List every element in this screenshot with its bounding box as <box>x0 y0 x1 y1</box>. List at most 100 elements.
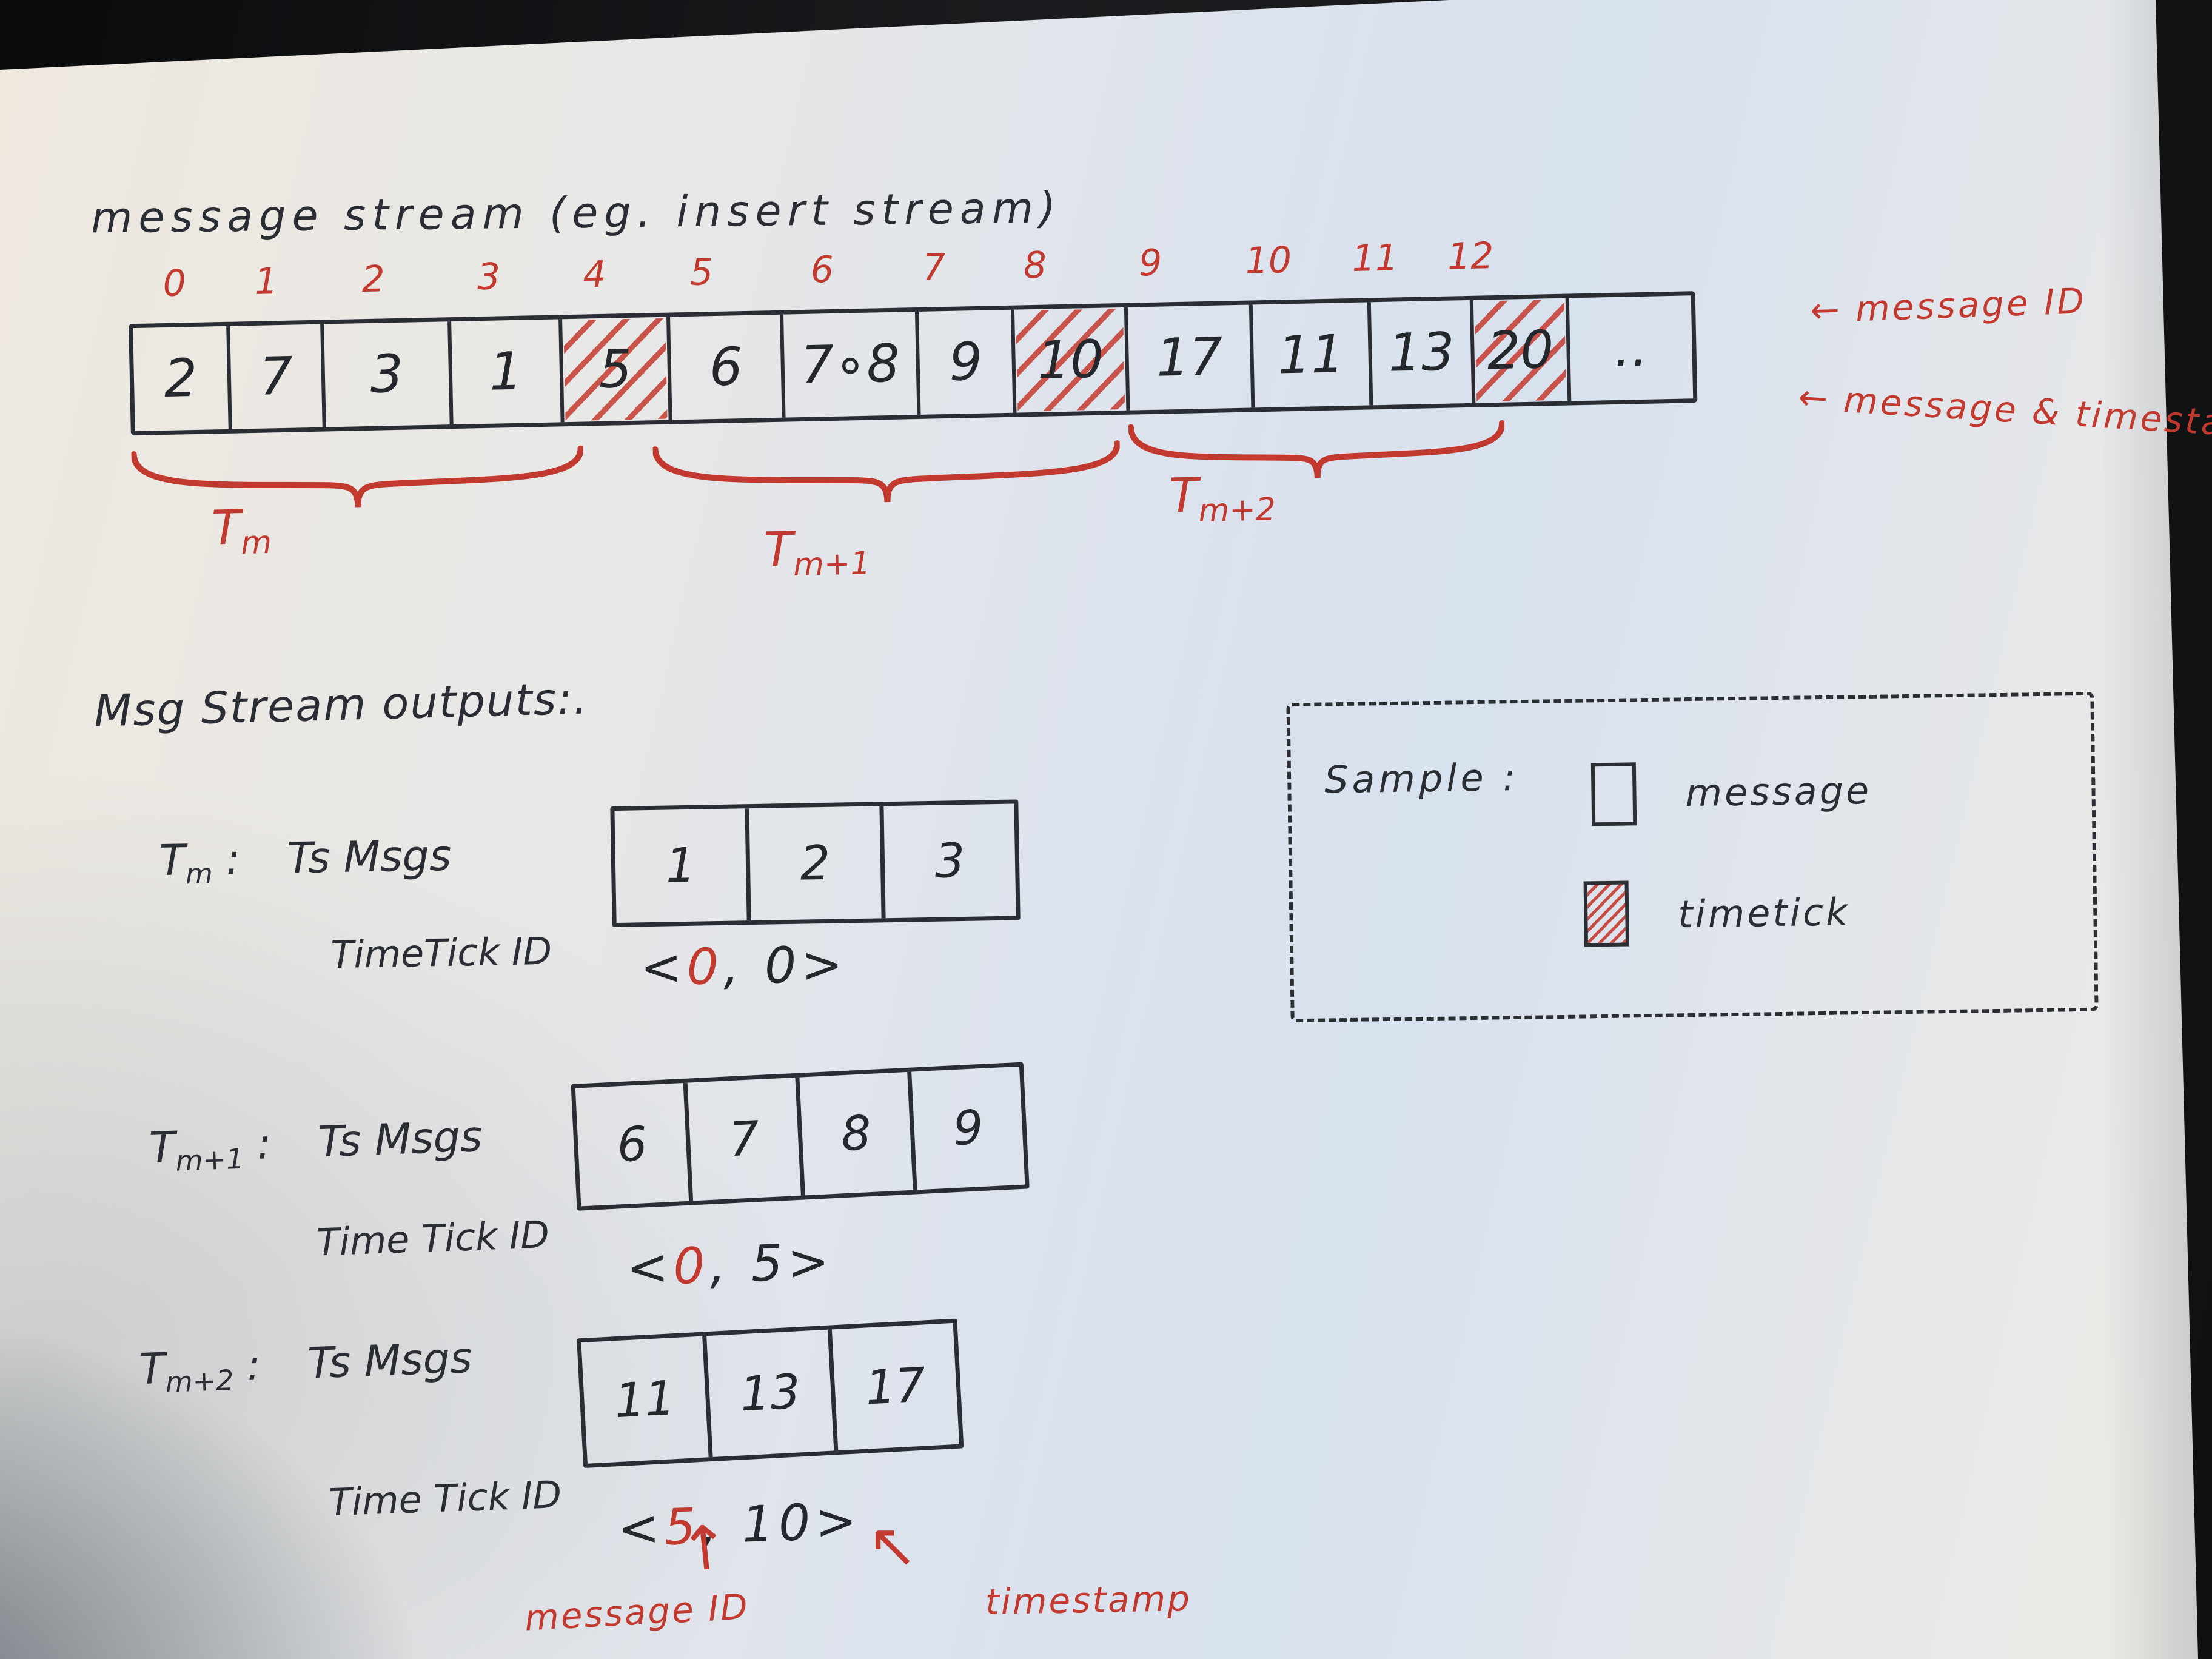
output-row-label: Tm : Ts Msgs <box>159 831 452 891</box>
cell-value: 9 <box>948 331 984 393</box>
t-symbol: T <box>763 522 794 578</box>
t-symbol: T <box>1168 468 1199 524</box>
stream-cell: 3 <box>324 321 454 427</box>
msgs-box-cell: 2 <box>749 806 886 921</box>
cell-value: ‥ <box>1613 317 1649 379</box>
msgs-box-cell: 13 <box>706 1329 839 1457</box>
cell-value: 13 <box>739 1364 802 1423</box>
tuple-message-id: 0 <box>672 1237 711 1296</box>
t-symbol: T <box>159 835 186 886</box>
up-left-arrow-icon: ↖ <box>867 1510 918 1581</box>
timetick-tuple: <0, 0> <box>640 936 848 997</box>
colon: : <box>225 834 241 885</box>
stream-index-label: 4 <box>542 252 648 309</box>
msgs-box-cell: 3 <box>883 803 1016 918</box>
cell-value: 10 <box>1244 239 1292 283</box>
tuple-close: > <box>800 936 848 994</box>
msgs-box-cell: 11 <box>581 1336 713 1464</box>
cell-value: 11 <box>613 1371 677 1429</box>
cell-value: 17 <box>864 1358 927 1416</box>
t-symbol: T <box>211 500 241 556</box>
tuple-open: < <box>625 1238 674 1298</box>
timetick-tuple: <0, 5> <box>626 1233 835 1298</box>
tuple-comma: , <box>708 1236 732 1295</box>
legend-timetick-label: timetick <box>1677 890 1851 937</box>
cell-value: 2 <box>799 836 831 891</box>
cell-value: 8 <box>840 1105 873 1162</box>
cell-value: 8 <box>1023 244 1047 287</box>
stream-index-label: 12 <box>1424 234 1518 290</box>
stream-cell: 1 <box>451 319 565 425</box>
timetick-id-label: Time Tick ID <box>327 1472 563 1525</box>
t-symbol: T <box>138 1343 166 1395</box>
stream-index-label: 0 <box>127 261 222 318</box>
cell-value: 13 <box>1387 321 1455 384</box>
cell-value: 17 <box>1155 326 1224 389</box>
legend-message-label: message <box>1685 768 1872 816</box>
stream-index-label: 7 <box>888 246 981 302</box>
ts-msgs-box: 6 7 8 9 <box>571 1062 1030 1211</box>
t-subscript: m+1 <box>793 545 871 583</box>
stream-cell: 11 <box>1252 302 1373 408</box>
stream-index-label: 1 <box>221 260 312 316</box>
stream-cell: 10 <box>1014 307 1130 413</box>
cell-value: 11 <box>1351 236 1399 280</box>
ts-msgs-box: 1 2 3 <box>610 799 1021 928</box>
colon: : <box>256 1119 272 1169</box>
tuple-close: > <box>814 1492 863 1552</box>
output-row-tm: Tm : Ts Msgs 1 2 3 TimeTick ID <0, 0> <box>158 799 1072 1069</box>
output-row-tm2: Tm+2 : Ts Msgs 11 13 17 Time Tick ID <5, 1… <box>138 1293 1088 1629</box>
message-stream-diagram: 0 1 2 3 4 5 6 7 8 9 10 11 12 2 7 3 1 5 6 7∘8 9 10 17 11 13 20 ‥ T… <box>106 230 1702 640</box>
tuple-open: < <box>617 1499 666 1558</box>
cell-value: 5 <box>689 251 714 294</box>
ts-msgs-box: 11 13 17 <box>577 1318 964 1469</box>
stream-cell: ‥ <box>1569 295 1694 401</box>
cell-value: 12 <box>1447 235 1495 278</box>
t-subscript: m+1 <box>175 1142 245 1178</box>
legend-title: Sample : <box>1324 754 1520 802</box>
brace-tm2 <box>1128 414 1506 491</box>
tuple-comma: , <box>723 937 745 996</box>
stream-index-label: 10 <box>1211 238 1327 295</box>
output-row-label: Tm+2 : Ts Msgs <box>138 1333 473 1399</box>
cell-value: 9 <box>951 1100 985 1156</box>
stream-cell: 5 <box>562 317 672 423</box>
stream-cell: 20 <box>1473 298 1572 403</box>
stream-index-label: 9 <box>1090 241 1212 298</box>
cell-value: 1 <box>488 341 523 403</box>
cell-value: 1 <box>665 838 697 894</box>
cell-value: 20 <box>1486 320 1555 382</box>
cell-value: 6 <box>810 248 834 292</box>
t-subscript: m+2 <box>1198 491 1276 529</box>
t-symbol: T <box>148 1122 176 1173</box>
brace-label-tm1: Tm+1 <box>763 521 871 584</box>
cell-value: 10 <box>1036 329 1104 391</box>
timetick-id-label: TimeTick ID <box>330 928 552 977</box>
t-subscript: m <box>240 524 272 562</box>
brace-tm <box>131 439 584 518</box>
cell-value: 7∘8 <box>800 333 900 397</box>
stream-cell: 6 <box>670 314 786 420</box>
cell-value: 1 <box>254 260 278 303</box>
timetick-id-label: Time Tick ID <box>315 1212 550 1265</box>
output-row-label: Tm+1 : Ts Msgs <box>149 1111 483 1178</box>
cell-value: 2 <box>361 258 386 301</box>
cell-value: 7 <box>259 346 293 407</box>
msgs-box-cell: 1 <box>614 808 751 923</box>
msgs-box-cell: 7 <box>687 1077 805 1201</box>
cell-value: 3 <box>934 833 966 889</box>
legend-box: Sample : message timetick <box>1286 691 2099 1023</box>
cell-value: 3 <box>369 343 404 405</box>
stream-index-label: 11 <box>1326 236 1426 292</box>
cell-value: 0 <box>162 262 187 306</box>
stream-index-label: 2 <box>311 257 436 314</box>
brace-label-tm2: Tm+2 <box>1168 467 1276 530</box>
cell-value: 6 <box>615 1116 649 1173</box>
t-subscript: m+2 <box>164 1363 235 1399</box>
message-swatch-icon <box>1590 762 1637 826</box>
tuple-timestamp-label: timestamp <box>985 1578 1192 1623</box>
t-subscript: m <box>185 857 213 891</box>
stream-cell: 13 <box>1370 300 1476 406</box>
